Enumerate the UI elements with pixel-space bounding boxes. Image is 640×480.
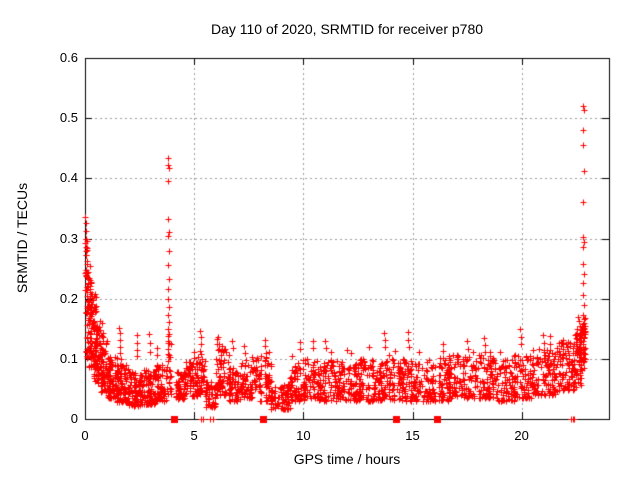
- y-tick-label: 0.3: [59, 230, 78, 246]
- y-tick-label: 0.5: [59, 110, 78, 126]
- x-tick-label: 5: [190, 428, 198, 443]
- x-tick-label: 15: [405, 428, 420, 443]
- y-tick-label: 0.1: [59, 350, 78, 366]
- x-tick-label: 0: [81, 428, 89, 443]
- y-tick-label: 0: [70, 411, 78, 426]
- x-axis-label: GPS time / hours: [293, 451, 401, 467]
- x-tick-label: 20: [514, 428, 529, 443]
- chart-title: Day 110 of 2020, SRMTID for receiver p78…: [210, 21, 484, 37]
- y-tick-label: 0.6: [59, 50, 78, 65]
- y-tick-label: 0.4: [59, 170, 78, 186]
- x-tick-label: 10: [296, 428, 311, 443]
- y-tick-label: 0.2: [59, 290, 78, 306]
